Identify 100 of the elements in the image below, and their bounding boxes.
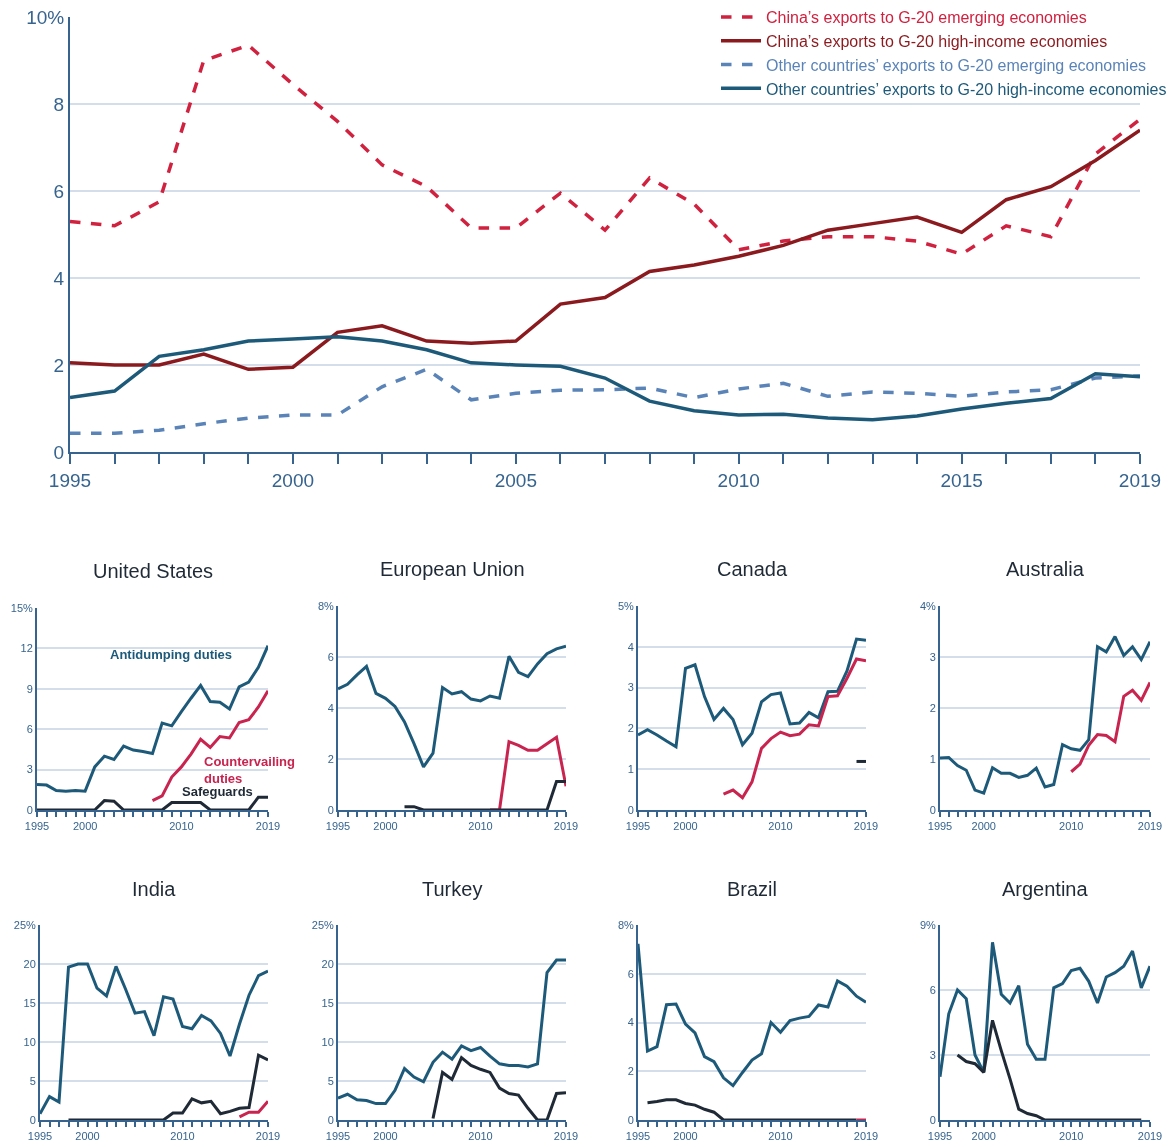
x-tick-label: 1995 — [325, 1130, 351, 1143]
x-tick-label: 2010 — [169, 820, 194, 833]
x-tick-label: 1995 — [927, 820, 953, 833]
series-label: Antidumping duties — [110, 647, 233, 662]
chart-title: European Union — [380, 558, 525, 580]
y-tick-label: 0 — [327, 803, 334, 816]
x-tick-label: 2010 — [1059, 1130, 1084, 1143]
legend-label: China’s exports to G-20 high-income economies — [766, 32, 1108, 50]
y-tick-label: 2 — [53, 354, 65, 376]
y-tick-label: 12 — [20, 642, 33, 655]
chart-title: Brazil — [727, 878, 778, 900]
x-tick-label: 2000 — [373, 820, 398, 833]
x-tick-label: 2019 — [1137, 1130, 1163, 1143]
chart-title: Argentina — [1002, 878, 1089, 900]
y-tick-label: 6 — [26, 723, 33, 736]
legend-label: Other countries’ exports to G-20 emerging economies — [766, 56, 1147, 74]
x-tick-label: 2000 — [75, 1130, 100, 1143]
legend-label: China’s exports to G-20 emerging economies — [766, 9, 1087, 27]
y-tick-label: 0 — [929, 803, 936, 816]
x-tick-label: 2010 — [1059, 820, 1084, 833]
y-tick-label: 4 — [627, 640, 634, 653]
y-tick-label: 6 — [929, 983, 936, 996]
x-tick-label: 2015 — [940, 469, 983, 491]
series-label: Safeguards — [182, 784, 253, 799]
chart-title: Canada — [717, 558, 788, 580]
y-tick-label: 0 — [327, 1113, 334, 1126]
x-tick-label: 2000 — [373, 1130, 398, 1143]
x-tick-label: 2010 — [717, 469, 760, 491]
x-tick-label: 1995 — [625, 820, 651, 833]
x-tick-label: 2010 — [768, 1130, 793, 1143]
y-tick-label: 0 — [627, 803, 634, 816]
y-tick-label: 0 — [26, 803, 33, 816]
y-tick-label: 2 — [627, 722, 634, 735]
x-tick-label: 2019 — [1118, 469, 1162, 491]
x-tick-label: 1995 — [625, 1130, 651, 1143]
y-tick-label: 15 — [23, 996, 36, 1009]
y-tick-label: 3 — [26, 763, 33, 776]
y-tick-label: 4 — [53, 267, 65, 289]
y-tick-label: 9% — [919, 918, 937, 931]
x-tick-label: 2010 — [170, 1130, 195, 1143]
x-tick-label: 1995 — [24, 820, 50, 833]
y-tick-label: 6 — [627, 967, 634, 980]
y-tick-label: 5 — [29, 1074, 36, 1087]
y-tick-label: 5 — [327, 1074, 334, 1087]
x-tick-label: 1995 — [325, 820, 351, 833]
x-tick-label: 2019 — [255, 1130, 281, 1143]
x-tick-label: 2000 — [971, 1130, 996, 1143]
y-tick-label: 25% — [311, 918, 334, 931]
x-tick-label: 1995 — [48, 469, 92, 491]
x-tick-label: 2005 — [494, 469, 537, 491]
x-tick-label: 2019 — [255, 820, 281, 833]
chart-title: Australia — [1006, 558, 1085, 580]
y-tick-label: 10 — [23, 1035, 36, 1048]
y-tick-label: 0 — [53, 441, 65, 463]
y-tick-label: 20 — [23, 957, 36, 970]
y-tick-label: 8% — [317, 599, 335, 612]
y-tick-label: 4 — [627, 1016, 634, 1029]
y-tick-label: 4% — [919, 599, 937, 612]
y-tick-label: 0 — [627, 1113, 634, 1126]
x-tick-label: 2010 — [768, 820, 793, 833]
y-tick-label: 25% — [13, 918, 36, 931]
x-tick-label: 2019 — [1137, 820, 1163, 833]
y-tick-label: 10% — [26, 6, 65, 28]
y-tick-label: 15% — [10, 601, 33, 614]
x-tick-label: 2010 — [468, 1130, 493, 1143]
y-tick-label: 2 — [327, 752, 334, 765]
y-tick-label: 6 — [53, 180, 65, 202]
y-tick-label: 9 — [26, 682, 33, 695]
x-tick-label: 2019 — [853, 820, 879, 833]
y-tick-label: 20 — [321, 957, 334, 970]
chart-title: Turkey — [422, 878, 483, 900]
y-tick-label: 3 — [929, 650, 936, 663]
x-tick-label: 2000 — [673, 1130, 698, 1143]
y-tick-label: 4 — [327, 701, 334, 714]
y-tick-label: 5% — [617, 599, 635, 612]
chart-title: India — [132, 878, 177, 900]
y-tick-label: 0 — [929, 1113, 936, 1126]
x-tick-label: 2019 — [553, 1130, 579, 1143]
y-tick-label: 8 — [53, 93, 65, 115]
series-label: Countervailing duties — [204, 754, 296, 786]
y-tick-label: 8% — [617, 918, 635, 931]
y-tick-label: 1 — [929, 752, 936, 765]
y-tick-label: 2 — [627, 1065, 634, 1078]
y-tick-label: 10 — [321, 1035, 334, 1048]
y-tick-label: 6 — [327, 650, 334, 663]
x-tick-label: 2000 — [72, 820, 98, 833]
y-tick-label: 15 — [321, 996, 334, 1009]
x-tick-label: 2000 — [673, 820, 698, 833]
x-tick-label: 2019 — [553, 820, 579, 833]
x-tick-label: 2000 — [971, 820, 996, 833]
y-tick-label: 2 — [929, 701, 936, 714]
legend-label: Other countries’ exports to G-20 high-income economies — [766, 80, 1167, 98]
y-tick-label: 0 — [29, 1113, 36, 1126]
x-tick-label: 1995 — [27, 1130, 53, 1143]
y-tick-label: 3 — [627, 681, 634, 694]
x-tick-label: 1995 — [927, 1130, 953, 1143]
x-tick-label: 2000 — [271, 469, 315, 491]
y-tick-label: 3 — [929, 1048, 936, 1061]
chart-title: United States — [93, 560, 214, 582]
y-tick-label: 1 — [627, 763, 634, 776]
